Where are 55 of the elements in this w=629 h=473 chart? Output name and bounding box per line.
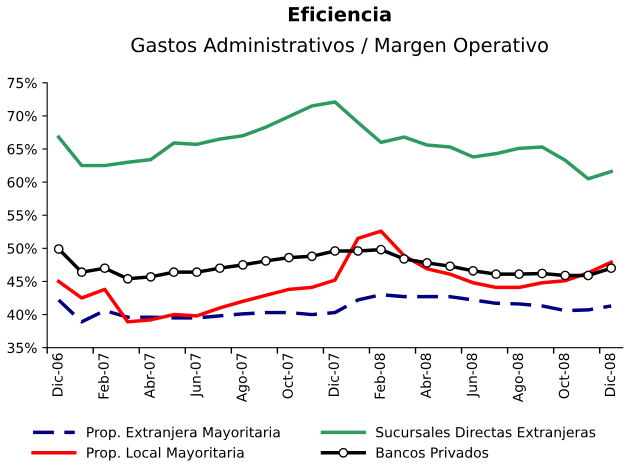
y-tick-label: 65% — [8, 144, 37, 154]
point — [214, 263, 225, 274]
point — [514, 269, 524, 280]
point — [491, 269, 501, 280]
x-tick-label: Abr-07 — [144, 354, 155, 398]
y-tick-label: 40% — [7, 310, 37, 320]
legend-label: Prop. Local Mayoritaria — [87, 447, 244, 460]
point — [261, 256, 271, 266]
point — [422, 258, 432, 268]
point — [146, 272, 156, 282]
y-tick-label: 50% — [8, 243, 37, 254]
y-tick-label: 45% — [7, 276, 37, 287]
point — [583, 270, 594, 280]
x-tick-label: Jun-08 — [466, 353, 480, 398]
chart-subtitle: Gastos Administrativos / Margen Operativo — [131, 37, 548, 56]
point — [376, 244, 386, 255]
x-tick-label: Abr-08 — [420, 353, 432, 398]
x-tick-label: Dic-06 — [52, 353, 63, 396]
x-tick-label: Oct-07 — [282, 354, 293, 398]
point — [168, 267, 179, 278]
y-tick-label: 70% — [8, 110, 37, 122]
point — [353, 246, 363, 256]
legend-label: Sucursales Directas Extranjeras — [376, 426, 596, 440]
point — [445, 261, 455, 272]
x-tick-label: Feb-08 — [374, 353, 386, 398]
legend-label: Bancos Privados — [376, 447, 488, 458]
point — [192, 267, 202, 278]
x-tick-label: Dic-07 — [328, 354, 339, 396]
point — [238, 260, 248, 270]
x-tick-label: Dic-08 — [604, 353, 616, 396]
legend-label: Prop. Extranjera Mayoritaria — [87, 426, 280, 440]
point — [122, 274, 133, 284]
point — [468, 266, 478, 276]
point — [54, 244, 64, 254]
point — [100, 263, 110, 274]
x-tick-label: Feb-07 — [98, 354, 109, 398]
point — [606, 263, 616, 274]
x-tick-label: Ago-07 — [236, 354, 250, 402]
point — [307, 251, 317, 262]
point — [537, 268, 547, 278]
x-tick-label: Jun-07 — [190, 354, 204, 398]
x-tick-label: Ago-08 — [512, 353, 526, 402]
line-series — [56, 292, 613, 324]
point — [330, 246, 340, 256]
x-tick-label: Oct-08 — [558, 353, 570, 398]
point — [560, 270, 570, 280]
y-tick-label: 75% — [8, 78, 37, 88]
y-tick-label: 55% — [8, 210, 37, 221]
point — [76, 267, 87, 278]
y-tick-label: 60% — [8, 177, 37, 188]
y-tick-label: 35% — [8, 342, 37, 354]
point — [399, 254, 409, 264]
line-series — [56, 100, 613, 181]
point — [284, 252, 294, 262]
chart-title: Eficiencia — [288, 6, 391, 22]
